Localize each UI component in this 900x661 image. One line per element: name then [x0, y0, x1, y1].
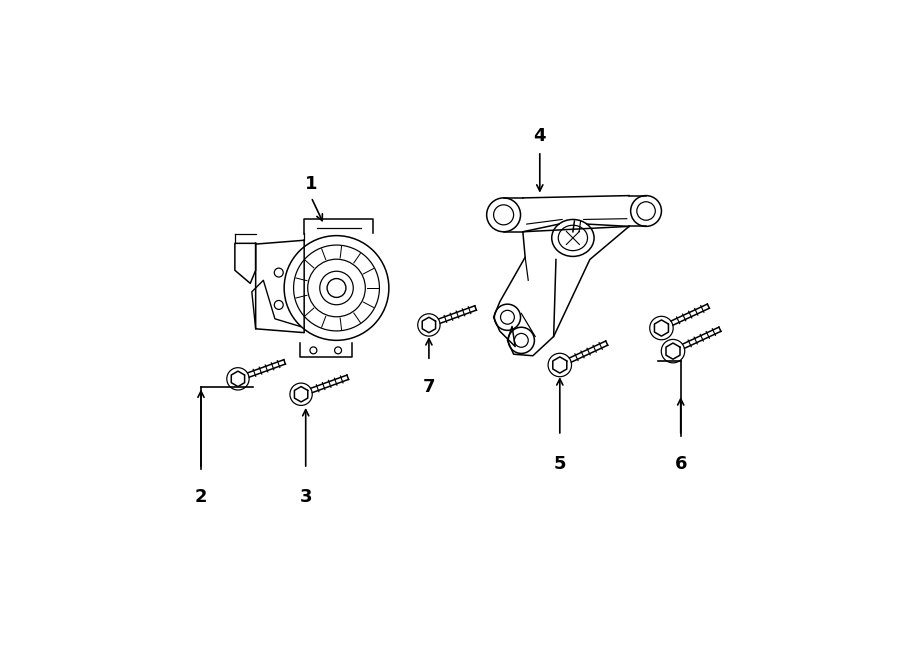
Text: 2: 2: [194, 488, 207, 506]
Text: 6: 6: [674, 455, 687, 473]
Text: 7: 7: [423, 377, 436, 395]
Text: 3: 3: [300, 488, 312, 506]
Text: 1: 1: [305, 175, 318, 193]
Text: 4: 4: [534, 126, 546, 145]
Text: 5: 5: [554, 455, 566, 473]
